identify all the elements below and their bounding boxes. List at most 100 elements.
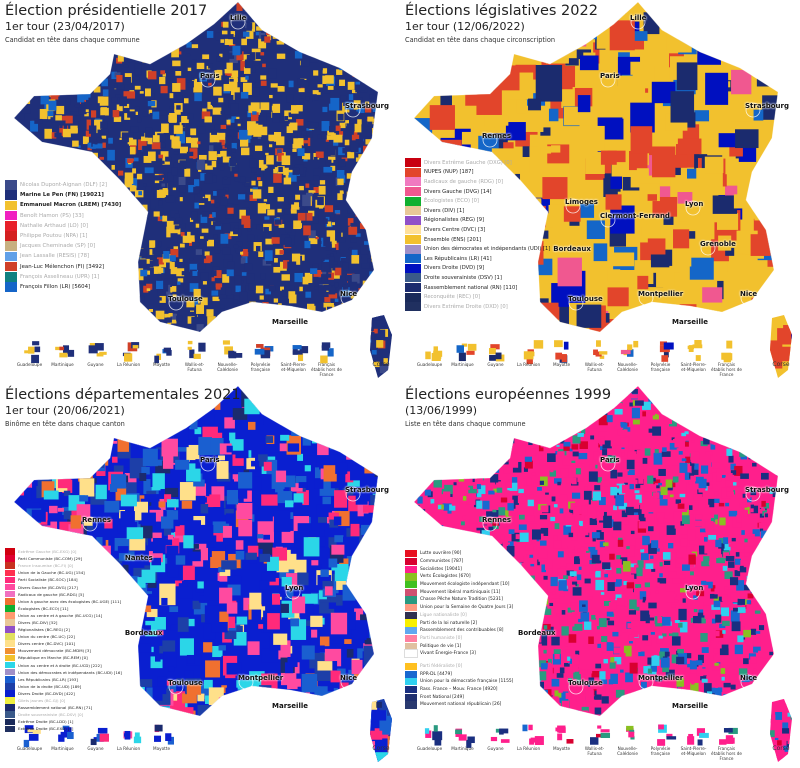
map-cell bbox=[373, 646, 383, 659]
map-cell bbox=[291, 105, 299, 114]
legend-item: François Asselineau (UPR) [1] bbox=[5, 271, 121, 282]
map-cell bbox=[246, 457, 256, 470]
map-cell bbox=[133, 371, 141, 378]
map-cell bbox=[120, 368, 125, 372]
map-cell bbox=[15, 322, 19, 327]
map-cell bbox=[498, 310, 513, 322]
map-cell bbox=[375, 39, 381, 43]
legend-label: Divers Droite (BC-DVD) [422] bbox=[18, 690, 75, 696]
map-cell bbox=[385, 224, 392, 235]
map-cell bbox=[35, 442, 43, 453]
map-cell bbox=[350, 364, 357, 371]
map-cell bbox=[189, 427, 202, 435]
legend-swatch bbox=[5, 654, 15, 662]
map-cell bbox=[668, 542, 674, 549]
map-cell bbox=[301, 333, 307, 341]
legend-item: Union de la droite (BC-UD) [189] bbox=[5, 683, 122, 690]
map-cell bbox=[284, 141, 293, 149]
map-cell bbox=[155, 47, 164, 57]
map-cell bbox=[291, 202, 300, 210]
city-marker bbox=[80, 554, 96, 570]
map-cell bbox=[711, 9, 737, 29]
map-cell bbox=[175, 760, 185, 762]
map-cell bbox=[376, 123, 386, 131]
map-cell bbox=[724, 328, 743, 341]
map-cell bbox=[726, 340, 733, 349]
map-cell bbox=[331, 240, 337, 245]
city-marker bbox=[600, 72, 616, 88]
map-cell bbox=[784, 4, 792, 11]
map-cell bbox=[326, 273, 332, 278]
map-cell bbox=[210, 199, 215, 204]
map-cell bbox=[389, 82, 392, 90]
map-cell bbox=[226, 318, 232, 325]
map-cell bbox=[186, 300, 195, 308]
map-cell bbox=[193, 288, 201, 299]
map-cell bbox=[174, 109, 181, 115]
overseas-label: Guyane bbox=[487, 362, 504, 367]
map-cell bbox=[360, 188, 368, 197]
map-cell bbox=[93, 330, 99, 338]
map-cell bbox=[249, 158, 257, 168]
map-cell bbox=[222, 274, 230, 283]
map-cell bbox=[393, 147, 396, 149]
map-cell bbox=[210, 95, 220, 105]
map-cell bbox=[384, 83, 392, 94]
map-cell bbox=[172, 354, 177, 360]
map-cell bbox=[338, 471, 354, 483]
map-cell bbox=[388, 420, 392, 435]
map-cell bbox=[282, 393, 295, 408]
map-cell bbox=[137, 583, 152, 594]
map-cell bbox=[56, 105, 65, 115]
map-cell bbox=[451, 70, 472, 94]
map-cell bbox=[323, 706, 333, 718]
map-cell bbox=[331, 308, 340, 314]
map-cell bbox=[171, 694, 178, 701]
map-cell bbox=[222, 247, 231, 255]
map-cell bbox=[45, 81, 50, 87]
map-cell bbox=[119, 96, 127, 107]
map-cell bbox=[234, 295, 240, 301]
map-cell bbox=[155, 706, 171, 720]
map-cell bbox=[223, 616, 236, 629]
map-cell bbox=[281, 530, 294, 543]
map-cell bbox=[50, 117, 58, 123]
map-cell bbox=[329, 519, 339, 528]
map-cell bbox=[105, 325, 111, 331]
map-cell bbox=[96, 448, 108, 457]
map-cell bbox=[251, 460, 260, 467]
map-cell bbox=[225, 287, 232, 296]
map-cell bbox=[290, 483, 303, 492]
map-cell bbox=[168, 666, 175, 672]
map-cell bbox=[383, 95, 392, 102]
map-cell bbox=[221, 560, 237, 570]
map-cell bbox=[186, 684, 202, 695]
map-cell bbox=[236, 502, 253, 520]
map-cell bbox=[57, 507, 64, 512]
map-cell bbox=[96, 537, 103, 546]
map-cell bbox=[230, 84, 240, 95]
map-cell bbox=[84, 375, 92, 378]
map-cell bbox=[199, 372, 207, 378]
map-cell bbox=[39, 171, 46, 180]
map-cell bbox=[248, 557, 257, 564]
map-cell bbox=[81, 344, 90, 351]
map-cell bbox=[78, 107, 87, 115]
map-cell bbox=[394, 6, 399, 12]
map-cell bbox=[94, 343, 104, 351]
map-cell bbox=[331, 247, 337, 252]
map-cell bbox=[585, 153, 605, 175]
map-cell bbox=[240, 312, 248, 317]
map-cell bbox=[218, 697, 230, 706]
map-cell bbox=[358, 154, 367, 163]
legend-item: Divers (BC-DIV) [52] bbox=[5, 619, 122, 626]
map-cell bbox=[105, 304, 113, 310]
map-cell bbox=[350, 222, 357, 231]
map-cell bbox=[694, 110, 710, 122]
map-cell bbox=[306, 128, 312, 133]
overseas-label: Mayotte bbox=[152, 362, 171, 367]
map-cell bbox=[300, 55, 310, 67]
map-cell bbox=[365, 319, 374, 331]
overseas-label: Français établis hors de France bbox=[311, 362, 342, 377]
map-cell bbox=[352, 190, 359, 196]
